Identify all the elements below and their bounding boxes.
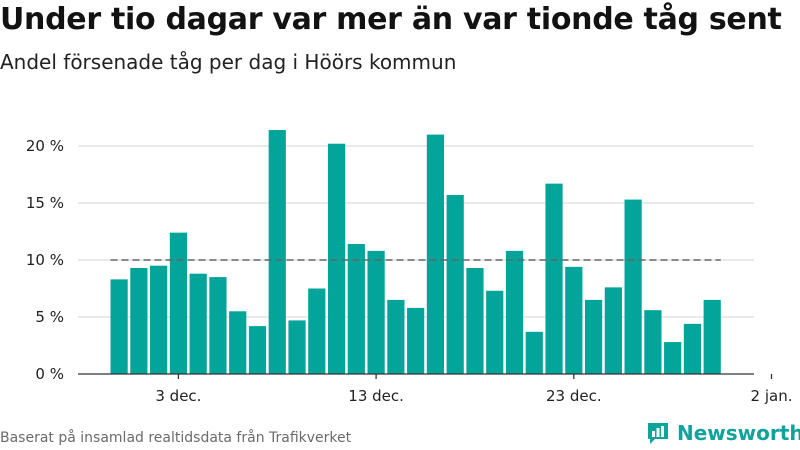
bar (387, 299, 405, 374)
chart-title: Under tio dagar var mer än var tionde tå… (0, 2, 782, 37)
bar (407, 307, 425, 374)
bar (248, 326, 267, 374)
x-tick-label: 2 jan. (751, 387, 793, 405)
bar (683, 323, 702, 374)
y-tick-label: 10 % (26, 251, 64, 269)
y-tick-label: 5 % (35, 308, 64, 326)
bar (308, 288, 326, 374)
bar (604, 287, 622, 374)
bars (110, 130, 721, 374)
y-tick-label: 0 % (35, 365, 64, 383)
bar (209, 277, 227, 374)
bar (466, 267, 484, 374)
bar (189, 273, 207, 374)
bar (150, 265, 168, 374)
bar (644, 310, 662, 374)
bar (624, 199, 642, 374)
bar-chart: 0 % 5 % 10 % 15 % 20 % 3 dec. 13 dec. 23 dec. 2 … (26, 130, 793, 405)
bar (584, 299, 603, 374)
bar (169, 232, 188, 374)
bar (525, 331, 543, 374)
bar (545, 183, 563, 374)
x-tick-label: 13 dec. (348, 387, 404, 405)
brand-name: Newsworthy (677, 421, 800, 445)
bar (426, 134, 445, 374)
bar (664, 342, 682, 374)
x-tick-label: 3 dec. (155, 387, 201, 405)
y-tick-label: 20 % (26, 137, 64, 155)
axes: 0 % 5 % 10 % 15 % 20 % 3 dec. 13 dec. 23 dec. 2 … (26, 137, 793, 405)
bar (347, 244, 365, 374)
x-tick-label: 23 dec. (546, 387, 602, 405)
bar (565, 266, 583, 374)
bar (229, 311, 247, 374)
bar-chart-logo-icon (648, 423, 668, 444)
bar (486, 290, 504, 374)
bar (268, 130, 286, 374)
bar (288, 320, 306, 374)
bar (130, 267, 148, 374)
y-tick-label: 15 % (26, 194, 64, 212)
bar (367, 250, 385, 374)
bar (505, 250, 524, 374)
brand-logo: Newsworthy (645, 420, 800, 446)
bar (110, 279, 128, 374)
bar (327, 143, 346, 374)
source-note: Baserat på insamlad realtidsdata från Tr… (0, 430, 352, 446)
bar (703, 299, 721, 374)
chart-subtitle: Andel försenade tåg per dag i Höörs komm… (0, 50, 457, 74)
bar (446, 195, 464, 374)
